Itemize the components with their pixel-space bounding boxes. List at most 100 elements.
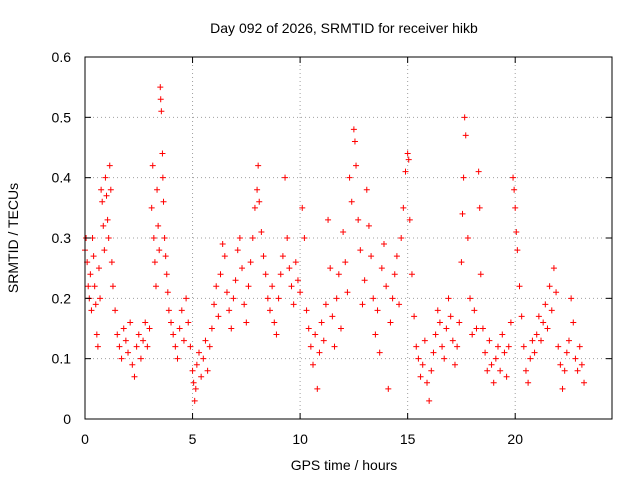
data-point [467, 295, 474, 302]
data-point [279, 253, 286, 260]
data-point [260, 253, 267, 260]
data-point [432, 331, 439, 338]
x-tick-label: 0 [81, 431, 89, 447]
data-point [234, 247, 241, 254]
data-point [350, 126, 357, 133]
data-point [522, 367, 529, 374]
data-point [555, 343, 562, 350]
data-point [471, 307, 478, 314]
data-point [275, 295, 282, 302]
data-point [288, 283, 295, 290]
data-point [494, 343, 501, 350]
y-tick-label: 0.5 [52, 109, 72, 125]
data-point [206, 343, 213, 350]
data-point [518, 313, 525, 320]
data-point [320, 337, 327, 344]
data-point [239, 265, 246, 272]
data-point [544, 325, 551, 332]
data-point [144, 343, 151, 350]
data-point [553, 289, 560, 296]
data-point [243, 319, 250, 326]
data-point [236, 235, 243, 241]
data-point [441, 355, 448, 362]
data-point [112, 307, 119, 314]
data-point [314, 385, 321, 392]
data-point [282, 174, 289, 181]
data-point [505, 343, 512, 350]
data-point [271, 319, 278, 326]
data-point [183, 295, 190, 302]
data-point [574, 367, 581, 374]
data-point [561, 367, 568, 374]
data-point [174, 355, 181, 362]
data-point [187, 343, 194, 350]
data-point [419, 361, 426, 368]
y-tick-label: 0.6 [52, 49, 72, 65]
data-point [370, 295, 377, 302]
data-point [355, 216, 362, 223]
data-point [417, 373, 424, 380]
data-point [316, 349, 323, 356]
data-point [348, 198, 355, 205]
data-point [385, 385, 392, 392]
data-point [292, 259, 299, 266]
data-point [100, 222, 107, 229]
data-point [95, 265, 102, 272]
data-point [404, 150, 411, 157]
data-point [164, 289, 171, 296]
data-point [499, 331, 506, 338]
x-tick-label: 5 [189, 431, 197, 447]
data-point [301, 235, 308, 241]
data-point [142, 319, 149, 326]
data-point [408, 271, 415, 278]
data-point [109, 283, 116, 290]
data-point [158, 108, 165, 115]
x-tick-label: 20 [507, 431, 523, 447]
data-point [101, 247, 108, 254]
data-point [387, 319, 394, 326]
data-point [273, 331, 280, 338]
data-point [185, 319, 192, 326]
data-point [411, 313, 418, 320]
data-point [469, 331, 476, 338]
data-point [221, 253, 228, 260]
data-point [256, 198, 263, 205]
data-point [223, 289, 230, 296]
data-point [421, 337, 428, 344]
data-point [107, 186, 114, 193]
data-point [211, 301, 218, 308]
data-point [106, 162, 113, 169]
data-point [477, 271, 484, 278]
data-point [146, 325, 153, 332]
data-point [484, 367, 491, 374]
data-point [576, 343, 583, 350]
data-point [542, 301, 549, 308]
data-point [91, 283, 98, 290]
data-point [331, 343, 338, 350]
data-point [557, 361, 564, 368]
data-point [299, 204, 306, 211]
data-point [87, 271, 94, 278]
data-point [406, 216, 413, 223]
data-point [307, 343, 314, 350]
data-point [503, 373, 510, 380]
data-point [204, 367, 211, 374]
data-point [492, 355, 499, 362]
data-point [264, 295, 271, 302]
y-tick-label: 0.4 [52, 170, 72, 186]
data-point [157, 96, 164, 103]
data-point [163, 271, 170, 278]
y-tick-label: 0 [63, 411, 71, 427]
data-point [368, 253, 375, 260]
data-point [482, 349, 489, 356]
data-point [486, 337, 493, 344]
data-point [148, 204, 155, 211]
data-point [284, 235, 291, 241]
data-point [510, 174, 517, 181]
data-point [378, 265, 385, 272]
data-point [473, 325, 480, 332]
y-axis-label: SRMTID / TECUs [5, 183, 21, 293]
data-point [389, 295, 396, 302]
data-point [400, 204, 407, 211]
